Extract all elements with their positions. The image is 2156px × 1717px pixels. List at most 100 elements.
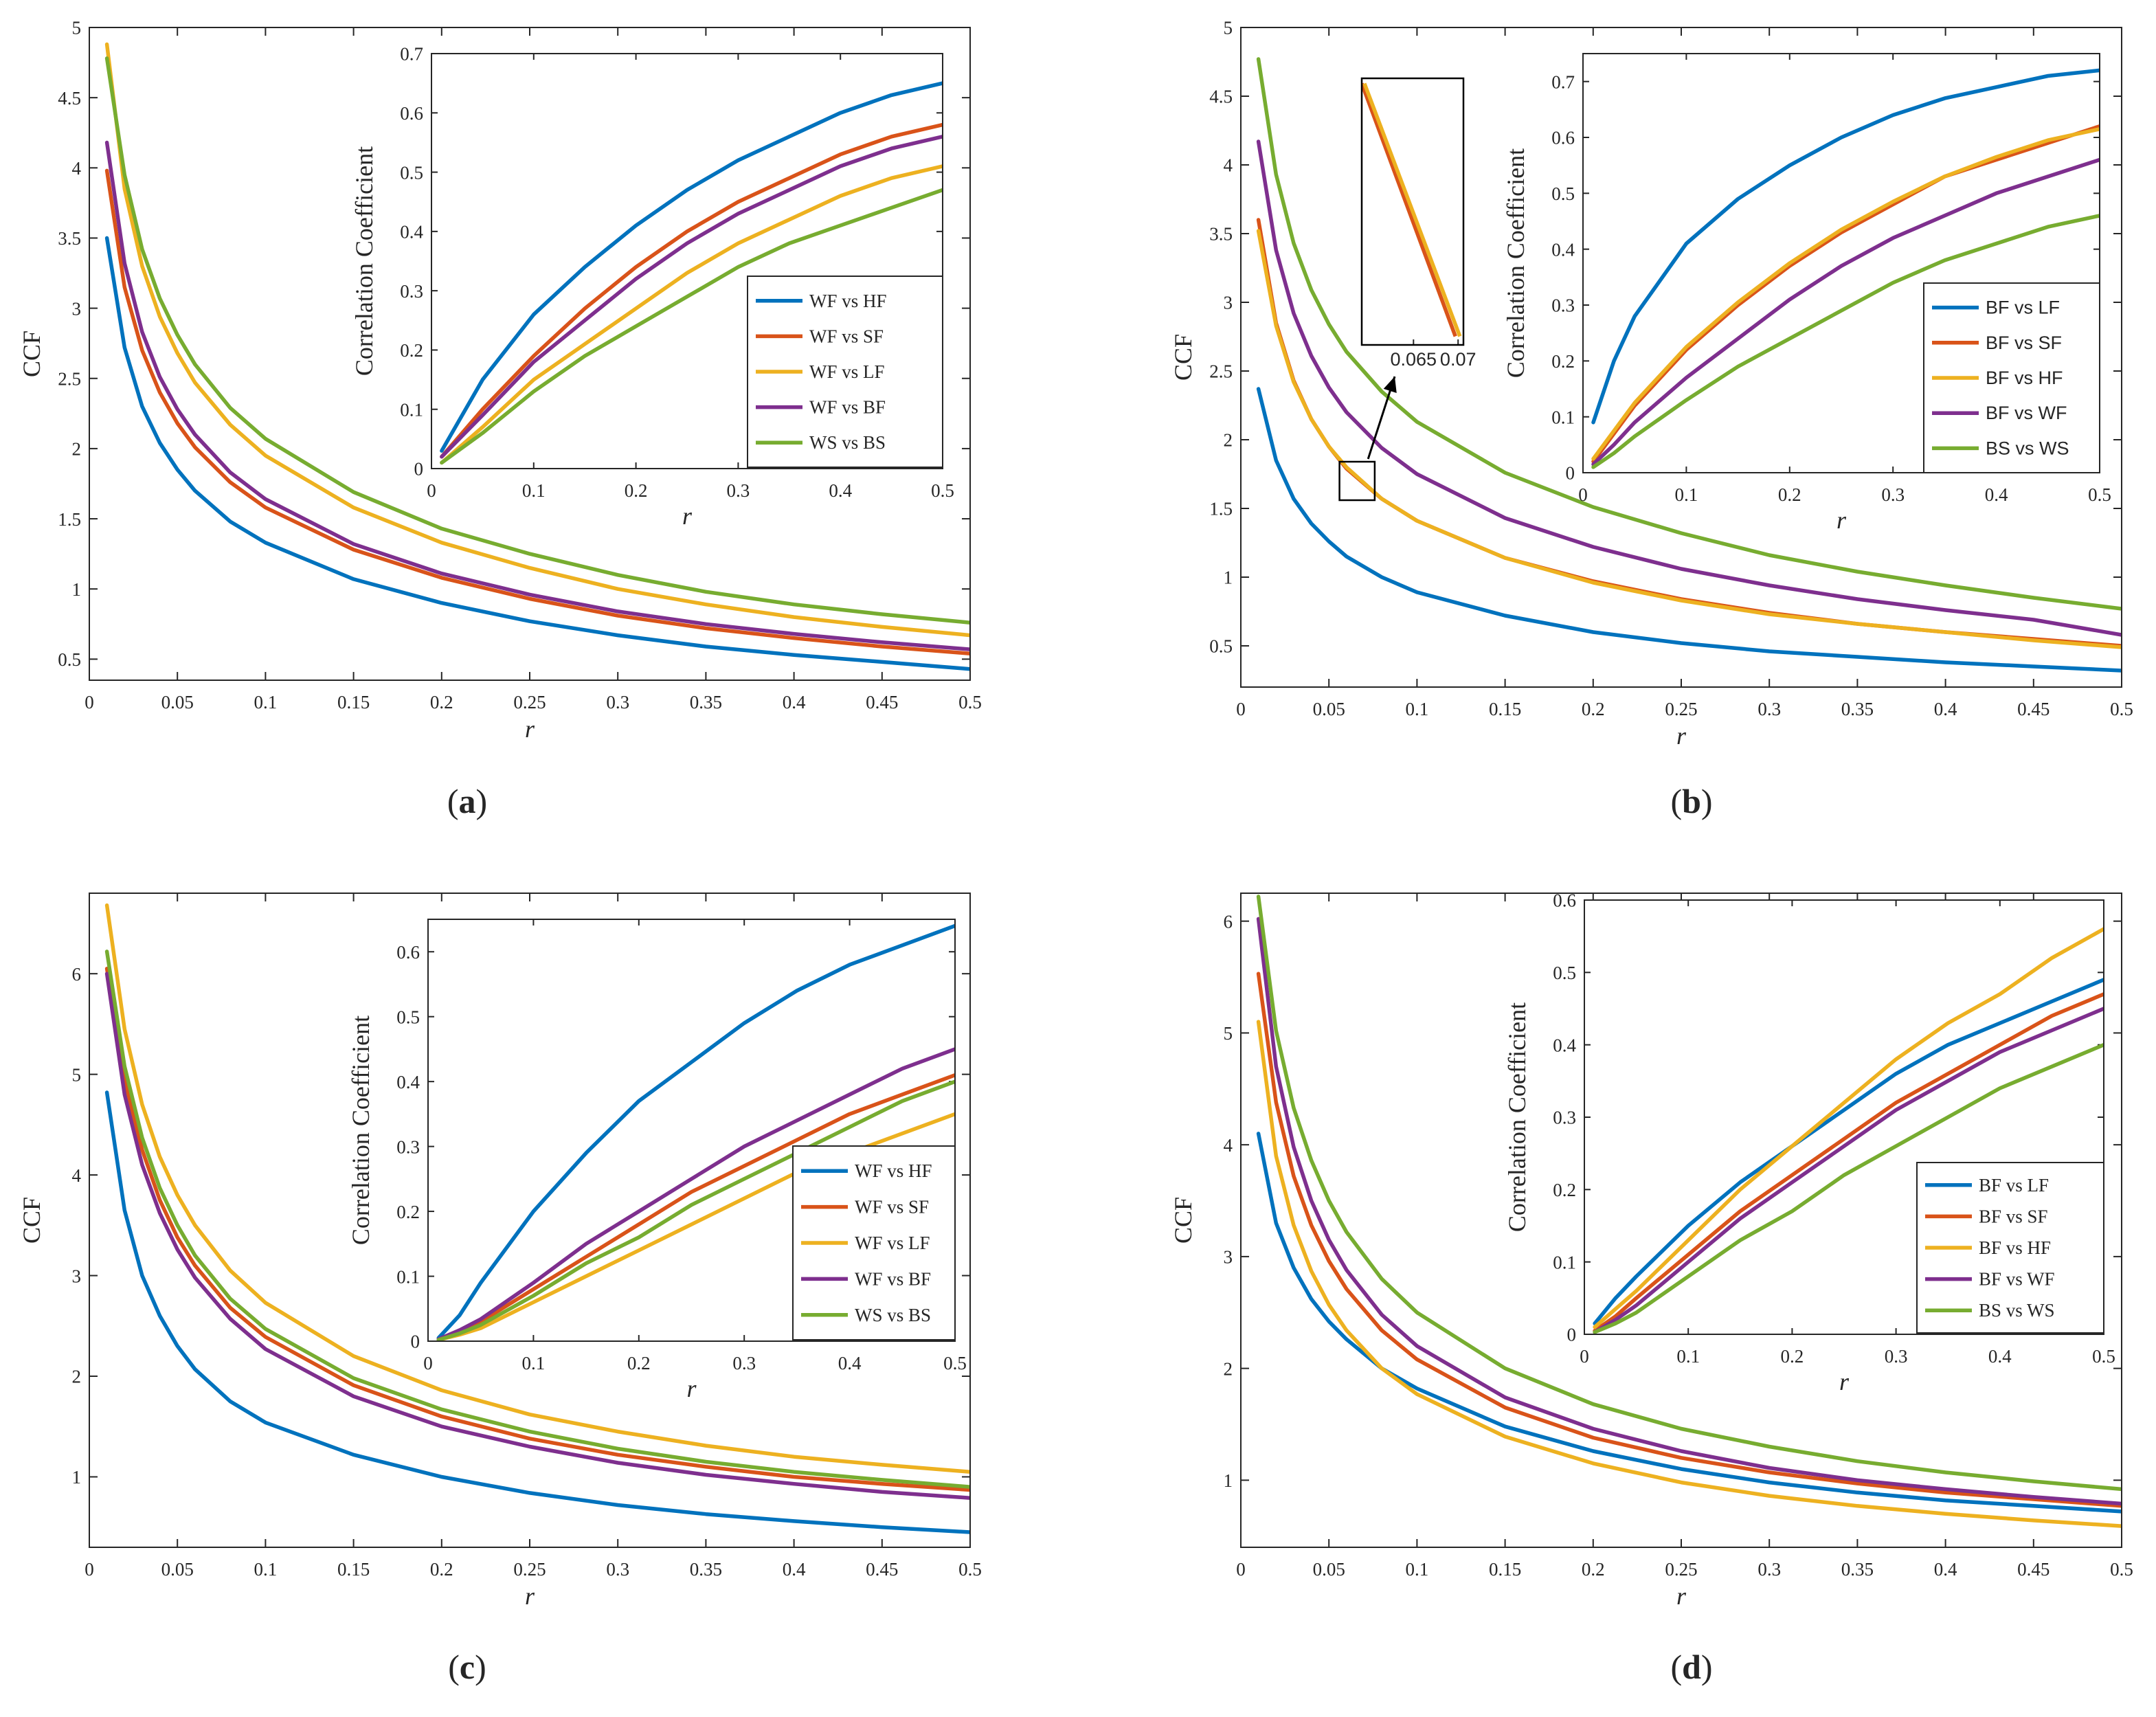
y-tick-label: 5 [72, 1064, 82, 1085]
x-tick-label: 0.15 [337, 692, 370, 712]
y-tick-label: 1 [72, 579, 82, 600]
inset-frame [431, 53, 943, 469]
x-tick-label: 0.35 [690, 1559, 722, 1580]
series-group [440, 81, 943, 465]
series-line-5 [104, 950, 970, 1489]
caption-paren-open: ( [447, 782, 459, 820]
legend-entry-1: WF vs HF [855, 1160, 932, 1181]
y-tick-label: 4 [72, 1165, 82, 1186]
series-line-4 [1256, 139, 2122, 637]
x-tick-label: 0.4 [783, 1559, 806, 1580]
legend-entry-1: BF vs LF [1986, 298, 2060, 318]
x-tick-label: 0.15 [1489, 1559, 1521, 1580]
y-tick-label: 2.5 [58, 368, 81, 389]
series-line-4 [1593, 1007, 2104, 1334]
panel-d: 0 0.05 0.1 0.15 0.2 0.25 0.3 0.35 0.4 0.45 0.51234… [1169, 890, 2133, 1686]
y-tick-label: 0.2 [1551, 351, 1575, 372]
y-tick-label: 0.5 [400, 162, 423, 183]
series-line-4 [104, 972, 970, 1500]
y-tick-label: 2.5 [1209, 361, 1233, 382]
x-tick-label: 0.4 [838, 1353, 862, 1373]
x-axis-label: r [525, 715, 535, 743]
series-group [1256, 895, 2122, 1528]
y-tick-label: 0.2 [400, 340, 423, 361]
panel-b: 0 0.05 0.1 0.15 0.2 0.25 0.3 0.35 0.4 0.45 0.50.51… [1169, 18, 2133, 820]
y-tick-label: 0.7 [400, 44, 423, 65]
caption-paren-close: ) [1701, 782, 1713, 820]
legend-entry-5: WS vs BS [855, 1305, 931, 1325]
x-tick-label: 0.45 [866, 692, 898, 712]
x-tick-label: 0 [85, 692, 94, 712]
legend-entry-5: WS vs BS [809, 432, 886, 453]
x-tick-label: 0.3 [1885, 1346, 1908, 1367]
series-line-5 [436, 1079, 955, 1341]
x-axis-label: r [1676, 722, 1687, 750]
caption-letter: b [1682, 782, 1701, 820]
series-line-1 [104, 1090, 970, 1534]
series-line-1 [1256, 1132, 2122, 1514]
x-tick-label: 0.45 [2017, 1559, 2050, 1580]
legend-entry-1: WF vs HF [809, 291, 887, 311]
legend-entry-2: BF vs SF [1986, 333, 2062, 353]
y-axis-label: Correlation Coefficient [1503, 1002, 1531, 1232]
y-tick-label: 0.3 [1553, 1108, 1576, 1128]
y-tick-label: 0.1 [400, 399, 423, 420]
y-tick-label: 1.5 [1209, 499, 1233, 519]
x-tick-label: 0.4 [829, 480, 852, 501]
x-tick-label: 0.25 [513, 1559, 546, 1580]
legend-entry-3: BF vs HF [1979, 1237, 2051, 1258]
y-tick-label: 1.5 [58, 509, 81, 530]
legend-entry-2: WF vs SF [809, 326, 884, 346]
zoom-inset-frame [1360, 77, 1465, 346]
x-tick-label: 0.5 [2092, 1346, 2115, 1367]
y-axis-label: Correlation Coefficient [347, 1015, 374, 1245]
x-tick-label: 0.5 [958, 1559, 982, 1580]
x-tick-label: 0.2 [430, 692, 453, 712]
y-tick-label: 3.5 [58, 228, 81, 249]
y-axis-label: CCF [1169, 1197, 1197, 1244]
caption-paren-open: ( [1670, 782, 1682, 820]
series-group [1256, 57, 2122, 673]
y-axis-label: Correlation Coefficient [1502, 148, 1529, 378]
series-line-3 [1593, 927, 2104, 1329]
y-axis-label: Correlation Coefficient [350, 146, 378, 376]
axes-frame [1240, 893, 2122, 1548]
x-axis-label: r [682, 502, 693, 530]
y-tick-label: 0.6 [1551, 128, 1575, 148]
legend-entry-4: BF vs WF [1986, 403, 2067, 423]
x-tick-label: 0.25 [1665, 699, 1697, 719]
x-tick-label: 0.15 [1489, 699, 1521, 719]
series-line-1 [440, 81, 943, 453]
panel-caption: (d) [1670, 1648, 1712, 1686]
x-tick-label: 0.25 [1665, 1559, 1697, 1580]
series-line-3 [104, 42, 970, 638]
y-tick-label: 0.4 [396, 1072, 420, 1092]
axes-frame [89, 27, 971, 681]
x-tick-label: 0.1 [254, 1559, 278, 1580]
legend-entry-2: BF vs SF [1979, 1206, 2048, 1226]
x-tick-label: 0.4 [783, 692, 806, 712]
x-tick-label: 0.1 [1676, 1346, 1700, 1367]
x-tick-label: 0.5 [2110, 699, 2133, 719]
x-axis-label: r [1839, 1368, 1850, 1395]
x-tick-label: 0.1 [522, 480, 546, 501]
x-tick-label: 0 [1236, 699, 1246, 719]
panel-a: 0 0.05 0.1 0.15 0.2 0.25 0.3 0.35 0.4 0.45 0.50.51… [18, 18, 982, 820]
y-tick-label: 0.1 [1553, 1252, 1576, 1272]
x-tick-label: 0.1 [1675, 484, 1698, 505]
y-tick-label: 3 [72, 1266, 82, 1286]
x-tick-label: 0 [423, 1353, 433, 1373]
x-tick-label: 0.5 [931, 480, 954, 501]
x-tick-label: 0.5 [2088, 484, 2111, 505]
series-line-2 [1256, 972, 2122, 1508]
panel-caption: (a) [447, 782, 487, 820]
x-tick-label: 0.05 [161, 692, 194, 712]
y-tick-label: 2 [72, 1367, 82, 1387]
axes-frame [89, 893, 971, 1548]
caption-letter: a [459, 782, 476, 820]
series-group [104, 42, 970, 671]
legend-entry-1: BF vs LF [1979, 1175, 2049, 1196]
caption-paren-open: ( [1670, 1648, 1682, 1686]
series-line-3 [1256, 1020, 2122, 1528]
